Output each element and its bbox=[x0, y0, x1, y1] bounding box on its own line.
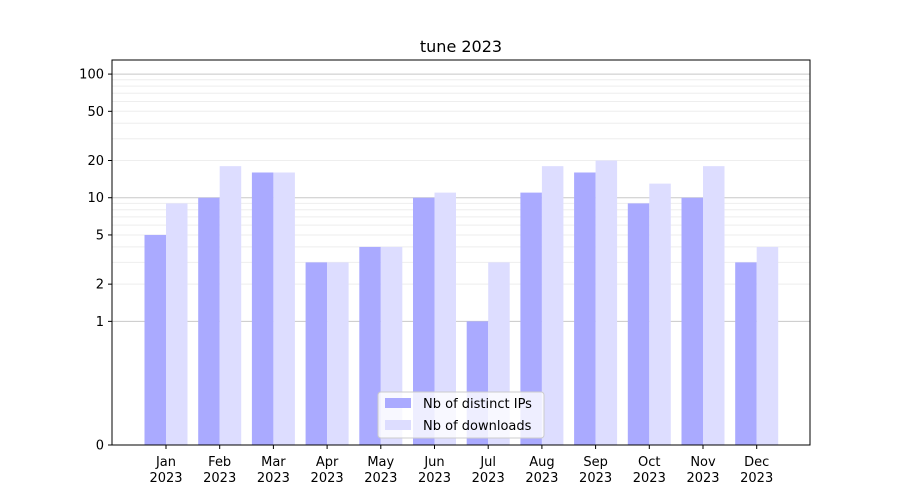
bars bbox=[144, 160, 779, 446]
legend-swatch-ips bbox=[385, 398, 411, 408]
x-tick-label: May 2023 bbox=[364, 455, 397, 486]
chart-title: tune 2023 bbox=[420, 37, 502, 56]
y-tick-label: 0 bbox=[96, 439, 104, 454]
bar-downloads bbox=[541, 166, 564, 445]
bar-distinct-ips bbox=[359, 246, 381, 445]
bar-downloads bbox=[219, 166, 242, 445]
bar-distinct-ips bbox=[198, 197, 220, 445]
legend: Nb of distinct IPs Nb of downloads bbox=[377, 391, 545, 439]
legend-label-ips: Nb of distinct IPs bbox=[423, 397, 532, 412]
bar-distinct-ips bbox=[735, 262, 757, 445]
bar-downloads bbox=[595, 160, 618, 445]
x-tick-label: Nov 2023 bbox=[686, 455, 719, 486]
y-tick-label: 5 bbox=[96, 228, 104, 243]
x-tick-label: Jan 2023 bbox=[149, 455, 182, 486]
y-axis: 0 1 2 5 10 20 50 100 bbox=[79, 68, 112, 454]
bar-downloads bbox=[649, 183, 671, 445]
bar-downloads bbox=[756, 246, 779, 445]
legend-swatch-downloads bbox=[385, 420, 411, 430]
x-tick-label: Jun 2023 bbox=[418, 455, 451, 486]
bar-downloads bbox=[273, 172, 295, 446]
bar-distinct-ips bbox=[144, 234, 166, 445]
plot-frame bbox=[111, 59, 811, 446]
legend-label-downloads: Nb of downloads bbox=[423, 419, 532, 434]
y-tick-label: 2 bbox=[96, 278, 104, 293]
bar-distinct-ips bbox=[413, 197, 435, 445]
x-tick-label: Mar 2023 bbox=[257, 455, 290, 486]
bar-distinct-ips bbox=[520, 192, 542, 445]
x-tick-label: Sep 2023 bbox=[579, 455, 612, 486]
x-tick-label: Aug 2023 bbox=[525, 455, 558, 486]
x-tick-label: Feb 2023 bbox=[203, 455, 236, 486]
x-tick-label: Oct 2023 bbox=[633, 455, 666, 486]
y-tick-label: 10 bbox=[87, 191, 104, 206]
bar-downloads bbox=[434, 192, 456, 445]
bar-distinct-ips bbox=[574, 172, 596, 446]
y-tick-label: 50 bbox=[87, 105, 104, 120]
bar-distinct-ips bbox=[681, 197, 703, 445]
bar-downloads bbox=[166, 203, 188, 445]
x-axis: Jan 2023 Feb 2023 Mar 2023 Apr 2023 May 2023 Jun 20… bbox=[149, 445, 773, 486]
bar-distinct-ips bbox=[305, 262, 328, 445]
y-tick-label: 20 bbox=[87, 154, 104, 169]
x-tick-label: Apr 2023 bbox=[311, 455, 344, 486]
x-tick-label: Dec 2023 bbox=[740, 455, 773, 486]
y-tick-label: 100 bbox=[79, 68, 104, 83]
bar-downloads bbox=[327, 262, 349, 445]
y-tick-label: 1 bbox=[96, 315, 104, 330]
bar-distinct-ips bbox=[627, 203, 650, 445]
bar-distinct-ips bbox=[251, 172, 274, 446]
x-tick-label: Jul 2023 bbox=[472, 455, 505, 486]
bar-downloads bbox=[703, 166, 725, 445]
legend-box bbox=[377, 391, 545, 439]
